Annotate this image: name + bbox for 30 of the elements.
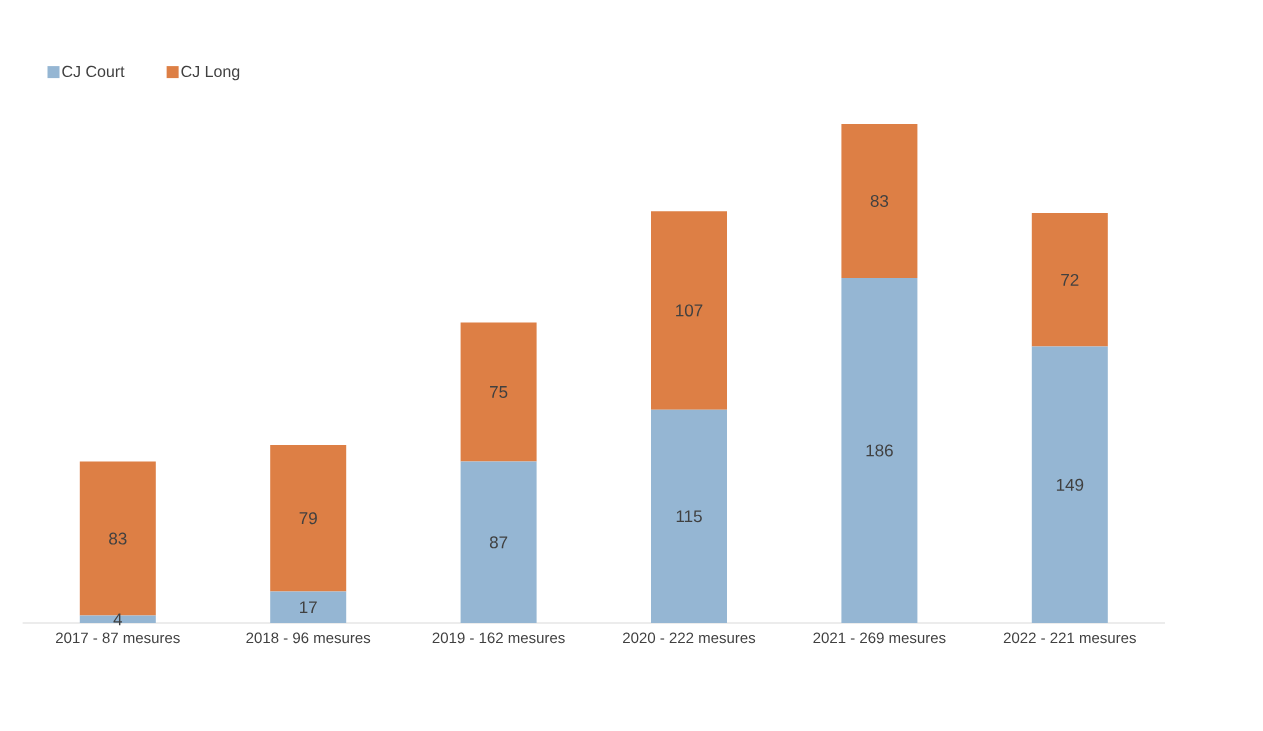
x-tick-label: 2018 - 96 mesures (246, 632, 371, 644)
bar (1031, 346, 1108, 623)
x-tick-label: 2021 - 269 mesures (813, 632, 946, 644)
data-label: 75 (490, 386, 508, 398)
data-label: 4 (113, 613, 123, 626)
data-label: 149 (1056, 478, 1084, 491)
bar (651, 211, 728, 410)
bar (270, 444, 347, 592)
bar (270, 591, 347, 623)
data-label: 79 (299, 512, 317, 525)
legend-label: CJ Court (62, 65, 125, 78)
bar (460, 461, 537, 623)
data-label: 186 (866, 444, 893, 457)
bar (841, 123, 918, 278)
bar (651, 409, 728, 623)
bar (1031, 213, 1108, 347)
data-label: 87 (489, 536, 508, 549)
bar (460, 322, 537, 462)
data-label: 17 (300, 601, 317, 614)
data-label: 115 (676, 510, 702, 523)
x-tick-label: 2017 - 87 mesures (56, 632, 180, 644)
data-label: 72 (1061, 273, 1079, 286)
data-label: 83 (109, 532, 127, 545)
x-tick-label: 2022 - 221 mesures (1003, 632, 1136, 644)
x-tick-label: 2019 - 162 mesures (432, 632, 565, 644)
data-label: 107 (676, 304, 703, 317)
legend-label: CJ Long (181, 65, 240, 81)
data-label: 83 (870, 194, 889, 207)
bar (841, 277, 918, 623)
x-tick-label: 2020 - 222 mesures (623, 632, 756, 644)
